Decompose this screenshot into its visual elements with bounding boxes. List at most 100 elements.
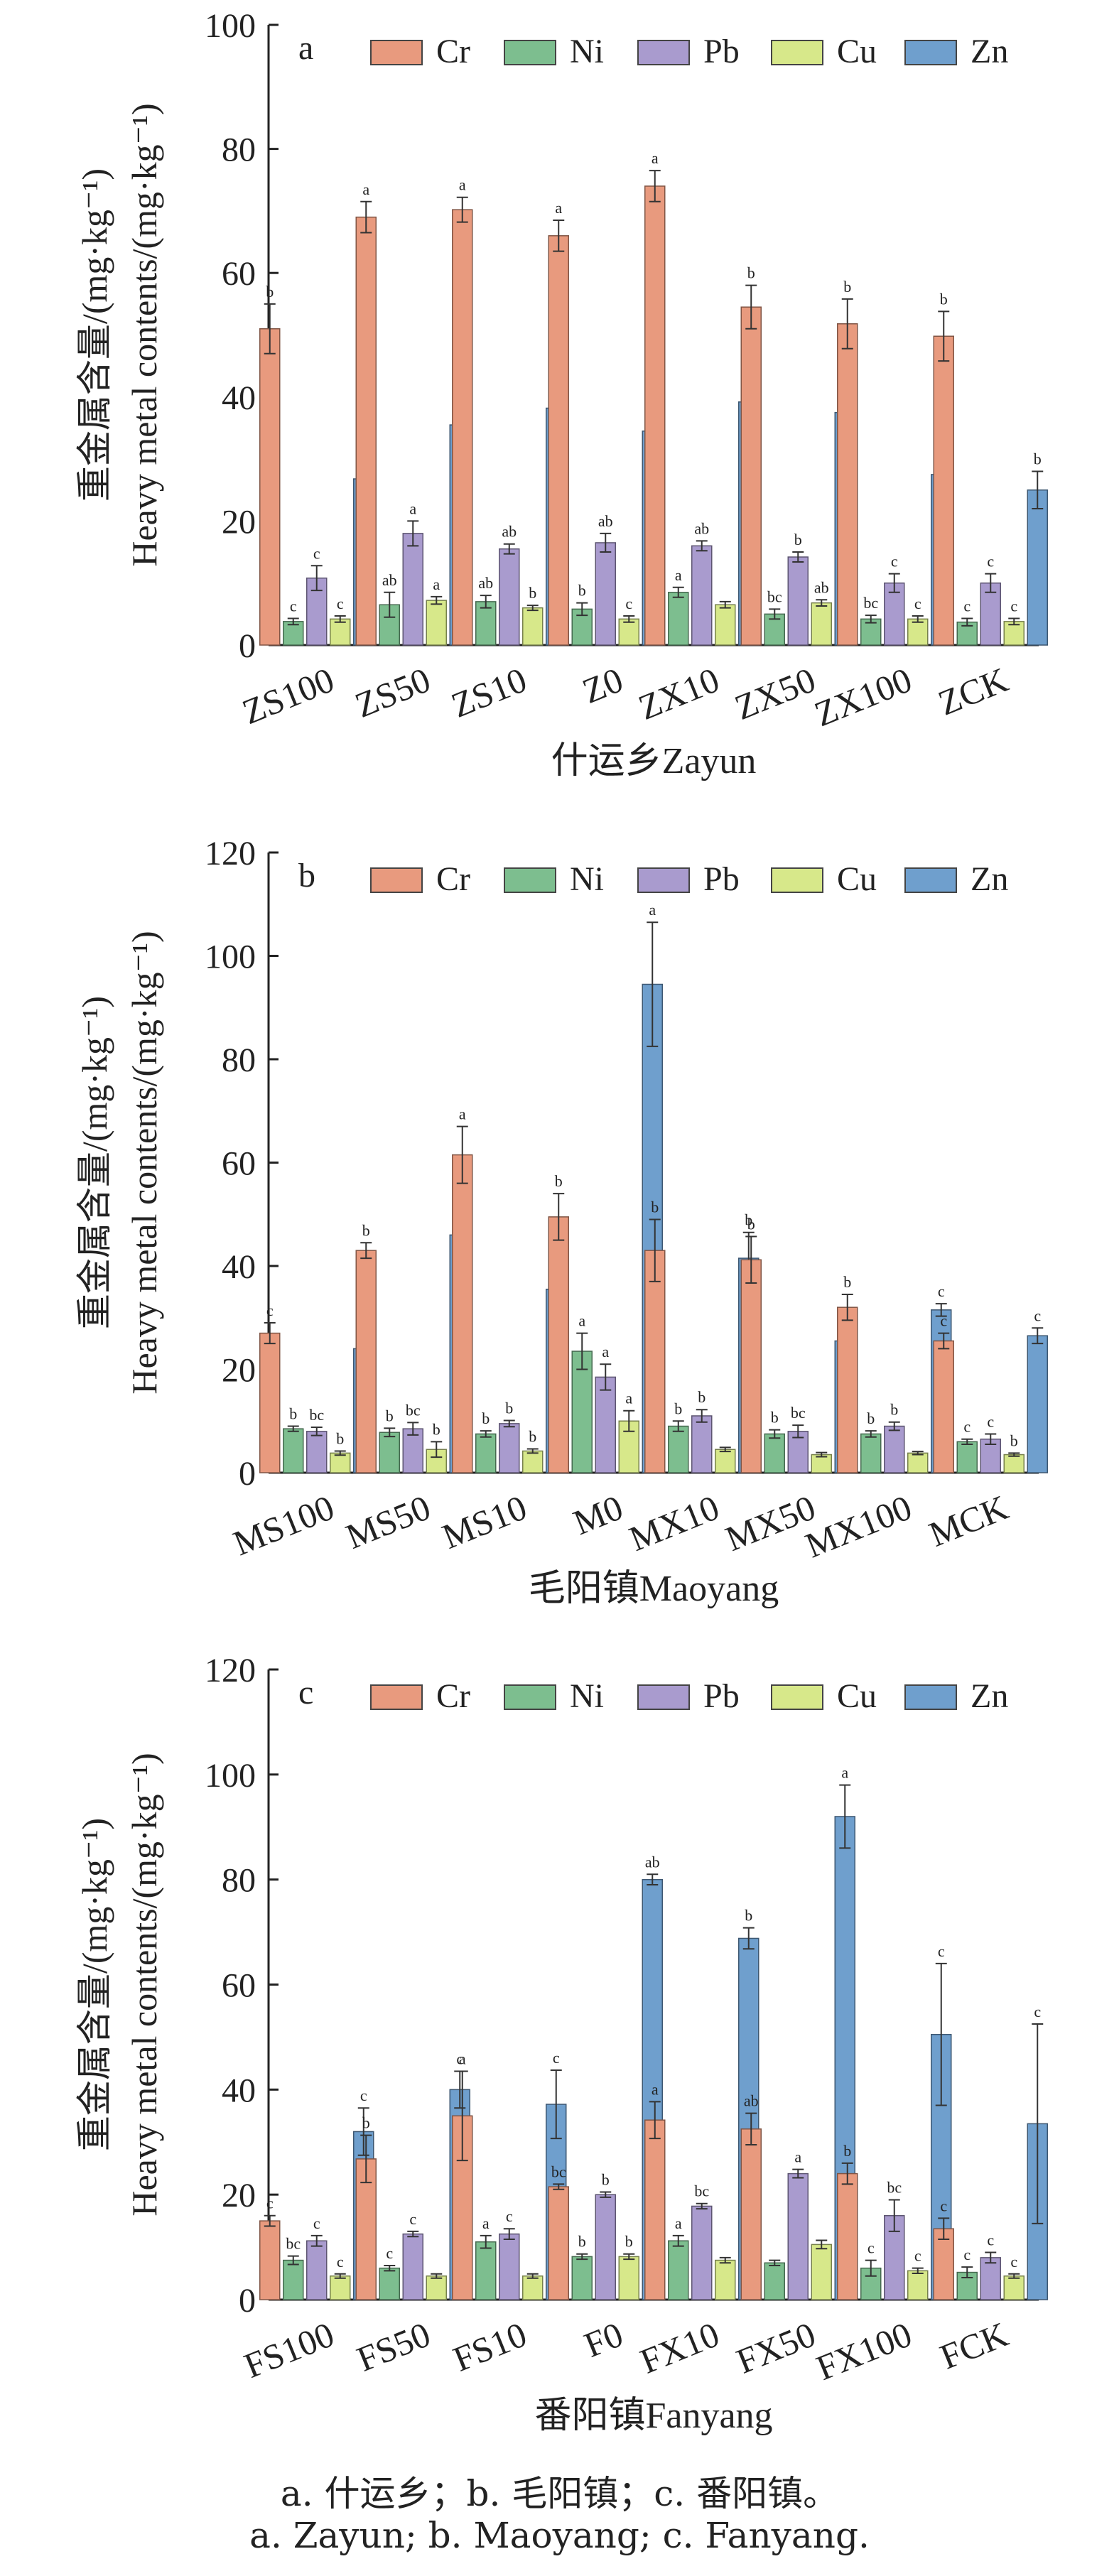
significance-letter: bc <box>286 2235 301 2253</box>
significance-letter: a <box>459 2050 466 2067</box>
panel-letter: c <box>298 1674 313 1711</box>
x-tick-label: MCK <box>924 1487 1014 1554</box>
significance-letter: c <box>938 1942 945 1960</box>
bar-pb <box>691 1415 713 1473</box>
significance-letter: c <box>963 2246 971 2263</box>
bar-cr <box>644 185 666 646</box>
legend-swatch <box>504 1684 556 1710</box>
bar-cr <box>452 209 473 646</box>
significance-letter: c <box>1010 2253 1017 2271</box>
y-axis-title-english: Heavy metal contents/(mg·kg⁻¹) <box>124 931 164 1394</box>
x-tick-label: FCK <box>934 2314 1013 2376</box>
significance-letter: c <box>963 597 971 615</box>
significance-letter: a <box>652 2080 659 2098</box>
x-tick-label: ZX10 <box>633 659 725 727</box>
x-tick-label: M0 <box>568 1487 628 1542</box>
bar-ni <box>764 2262 785 2300</box>
y-tick-label: 100 <box>205 938 256 976</box>
significance-letter: bc <box>406 1401 421 1419</box>
bar-cu <box>522 607 544 646</box>
significance-letter: b <box>529 584 536 602</box>
x-tick-label: ZX50 <box>729 659 821 727</box>
significance-letter: ab <box>814 578 829 596</box>
bar-pb <box>499 1423 520 1473</box>
y-tick-label: 120 <box>205 1652 256 1689</box>
bar-cr <box>837 2172 858 2300</box>
significance-letter: b <box>555 1172 563 1190</box>
x-axis-title: 番阳镇Fanyang <box>534 2396 772 2436</box>
legend-label: Zn <box>971 1677 1008 1715</box>
significance-letter: ab <box>502 523 517 541</box>
significance-letter: a <box>675 2214 682 2232</box>
bar-ni <box>475 2241 497 2300</box>
significance-letter: bc <box>694 2182 709 2200</box>
x-tick-label: F0 <box>578 2314 628 2365</box>
significance-letter: c <box>360 2087 367 2104</box>
bar-cu <box>426 600 447 646</box>
x-tick-label: FX10 <box>634 2314 725 2381</box>
chart-panel-c: 0 20 40 60 80 100 120 重金属含量/(mg·kg⁻¹) Heavy meta… <box>75 1652 1048 2436</box>
x-tick-label: ZX100 <box>809 659 917 734</box>
legend-label: Cr <box>436 33 470 70</box>
legend-label: Cu <box>837 1677 877 1715</box>
bar-pb <box>980 582 1001 646</box>
significance-letter: b <box>794 531 802 548</box>
significance-letter: b <box>745 1211 752 1229</box>
y-tick-label: 80 <box>222 1041 256 1079</box>
legend-swatch <box>370 867 423 893</box>
significance-letter: c <box>987 1412 994 1430</box>
x-tick-label: MX100 <box>800 1487 917 1565</box>
x-axis-title: 毛阳镇Maoyang <box>529 1569 779 1609</box>
significance-letter: a <box>794 2148 801 2166</box>
significance-letter: a <box>409 499 416 517</box>
y-axis-title-chinese: 重金属含量/(mg·kg⁻¹) <box>75 1818 114 2151</box>
legend-label: Cr <box>436 860 470 898</box>
y-axis-title-chinese: 重金属含量/(mg·kg⁻¹) <box>75 996 114 1329</box>
bar-cr <box>644 2119 666 2300</box>
significance-letter: bc <box>551 2163 566 2180</box>
y-tick-label: 120 <box>205 835 256 872</box>
x-axis-title: 什运乡Zayun <box>551 741 757 781</box>
significance-letter: a <box>362 180 369 198</box>
x-tick-label: MS10 <box>437 1487 532 1557</box>
x-tick-label: MS100 <box>227 1487 340 1563</box>
significance-letter: c <box>938 1282 945 1300</box>
y-tick-label: 0 <box>239 2282 256 2320</box>
legend-swatch <box>637 867 690 893</box>
significance-letter: a <box>433 575 440 593</box>
bar-cu <box>1003 2275 1025 2300</box>
significance-letter: b <box>602 2170 610 2188</box>
bar-cr <box>644 1250 666 1473</box>
bar-pb <box>595 1376 616 1473</box>
significance-letter: c <box>506 2207 513 2225</box>
bar-cr <box>548 235 569 646</box>
bar-ni <box>283 2259 304 2300</box>
x-tick-label: FS100 <box>239 2314 340 2386</box>
bar-ni <box>571 608 593 646</box>
significance-letter: bc <box>887 2179 902 2197</box>
significance-letter: c <box>409 2210 416 2228</box>
bar-ni <box>571 2256 593 2300</box>
x-tick-label: ZCK <box>933 659 1014 723</box>
bar-pb <box>787 2172 809 2300</box>
bar-cu <box>330 1452 351 1473</box>
bar-cu <box>907 618 929 646</box>
bar-pb <box>787 556 809 646</box>
y-tick-label: 60 <box>222 255 256 293</box>
legend-label: Pb <box>703 1677 740 1715</box>
significance-letter: c <box>963 1418 971 1436</box>
significance-letter: ab <box>382 571 397 589</box>
significance-letter: bc <box>767 588 782 605</box>
x-tick-label: Z0 <box>577 659 628 711</box>
significance-letter: c <box>313 544 320 562</box>
legend-label: Ni <box>570 860 604 898</box>
legend-swatch <box>370 1684 423 1710</box>
bar-cr <box>452 1154 473 1473</box>
y-tick-label: 80 <box>222 131 256 169</box>
significance-letter: bc <box>309 1406 324 1424</box>
significance-letter: c <box>987 2231 994 2248</box>
bar-pb <box>980 2257 1001 2300</box>
bar-cr <box>740 306 762 646</box>
caption-chinese: a. 什运乡；b. 毛阳镇；c. 番阳镇。 <box>280 2473 839 2514</box>
bar-zn <box>1027 489 1048 646</box>
